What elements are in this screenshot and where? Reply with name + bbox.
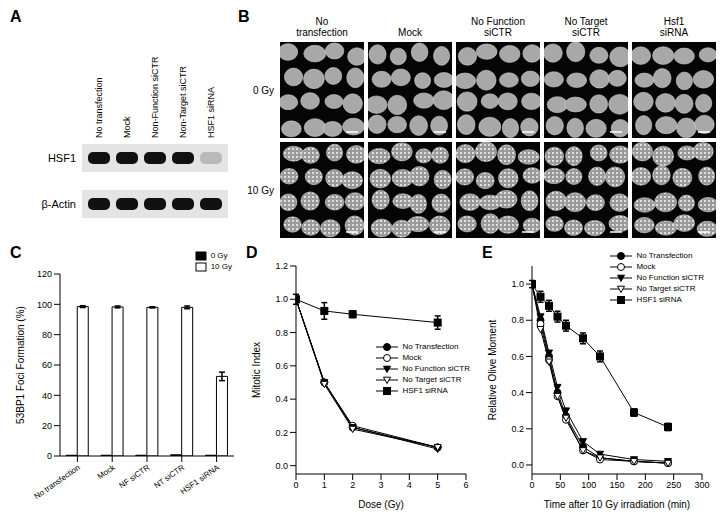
html-text:No Target siCTR: No Target siCTR — [402, 375, 462, 385]
svg-text:0: 0 — [529, 480, 534, 490]
svg-text:3: 3 — [378, 480, 383, 490]
svg-text:0.4: 0.4 — [275, 394, 288, 404]
html-text:10 Gy: 10 Gy — [210, 262, 232, 271]
svg-text:2: 2 — [350, 480, 355, 490]
html-text:No Function siCTR: No Function siCTR — [636, 273, 704, 282]
svg-text:0.0: 0.0 — [275, 461, 288, 471]
svg-text:Non-Target siCTR: Non-Target siCTR — [178, 65, 188, 138]
svg-text:siCTR: siCTR — [572, 27, 600, 38]
svg-text:0.0: 0.0 — [511, 460, 524, 470]
html-text:C: C — [10, 244, 22, 261]
svg-text:0.6: 0.6 — [511, 352, 524, 362]
svg-text:0.2: 0.2 — [511, 424, 524, 434]
html-text:HSF1 siRNA: HSF1 siRNA — [402, 386, 448, 396]
svg-text:10 Gy: 10 Gy — [247, 185, 274, 196]
svg-text:20: 20 — [42, 421, 52, 431]
svg-text:Mock: Mock — [96, 462, 118, 481]
svg-text:No Function: No Function — [471, 16, 525, 27]
html-text:A: A — [10, 8, 22, 25]
svg-text:4: 4 — [407, 480, 412, 490]
svg-text:HSF1 siRNA: HSF1 siRNA — [179, 463, 222, 497]
html-text:HSF1 siRNA: HSF1 siRNA — [636, 295, 682, 304]
html-text:E: E — [482, 244, 493, 261]
html-text:No Transfection: No Transfection — [402, 342, 459, 352]
svg-text:No Target: No Target — [564, 16, 607, 27]
svg-text:150: 150 — [609, 480, 624, 490]
html-text:No Transfection: No Transfection — [636, 251, 693, 260]
svg-text:Hsf1: Hsf1 — [664, 16, 685, 27]
svg-text:transfection: transfection — [296, 27, 348, 38]
svg-text:1.0: 1.0 — [275, 294, 288, 304]
svg-text:0.8: 0.8 — [275, 328, 288, 338]
html-text:B: B — [238, 8, 250, 25]
svg-text:1.2: 1.2 — [275, 261, 288, 271]
svg-text:300: 300 — [694, 480, 709, 490]
svg-text:60: 60 — [42, 360, 52, 370]
svg-text:Dose (Gy): Dose (Gy) — [358, 499, 404, 510]
svg-text:100: 100 — [581, 480, 596, 490]
svg-text:50: 50 — [555, 480, 565, 490]
svg-text:NF siCTR: NF siCTR — [117, 463, 151, 491]
svg-text:Mock: Mock — [122, 116, 132, 138]
html-text:Mock: Mock — [402, 353, 422, 363]
svg-text:Relative Olive Moment: Relative Olive Moment — [487, 319, 498, 420]
svg-text:250: 250 — [666, 480, 681, 490]
svg-text:No transfection: No transfection — [33, 463, 82, 501]
svg-text:6: 6 — [463, 480, 468, 490]
html-text:D: D — [246, 244, 258, 261]
svg-text:5: 5 — [435, 480, 440, 490]
svg-text:No: No — [316, 16, 329, 27]
svg-text:NT siCTR: NT siCTR — [152, 462, 187, 491]
svg-text:53BP1 Foci Formation (%): 53BP1 Foci Formation (%) — [15, 306, 26, 424]
svg-text:0: 0 — [293, 480, 298, 490]
svg-text:0.6: 0.6 — [275, 361, 288, 371]
svg-text:40: 40 — [42, 391, 52, 401]
html-text:0 Gy: 0 Gy — [210, 251, 228, 260]
svg-text:Non-Function siCTR: Non-Function siCTR — [150, 56, 160, 138]
svg-text:1: 1 — [322, 480, 327, 490]
svg-text:Mock: Mock — [398, 27, 423, 38]
svg-text:0.8: 0.8 — [511, 315, 524, 325]
svg-text:HSF1: HSF1 — [48, 152, 76, 164]
svg-text:0.4: 0.4 — [511, 388, 524, 398]
html-text:No Target siCTR: No Target siCTR — [636, 284, 696, 293]
svg-text:0.2: 0.2 — [275, 428, 288, 438]
html-text:No Function siCTR: No Function siCTR — [402, 364, 470, 374]
svg-text:120: 120 — [37, 269, 52, 279]
svg-text:siCTR: siCTR — [484, 27, 512, 38]
svg-text:siRNA: siRNA — [660, 27, 689, 38]
svg-text:HSF1 siRNA: HSF1 siRNA — [206, 87, 216, 138]
svg-text:Mitotic Index: Mitotic Index — [251, 342, 262, 398]
svg-text:100: 100 — [37, 300, 52, 310]
svg-text:0 Gy: 0 Gy — [253, 85, 274, 96]
svg-text:Time after 10 Gy irradiation (: Time after 10 Gy irradiation (min) — [544, 499, 690, 510]
svg-text:0: 0 — [47, 451, 52, 461]
svg-text:200: 200 — [638, 480, 653, 490]
svg-text:1.0: 1.0 — [511, 279, 524, 289]
svg-text:80: 80 — [42, 330, 52, 340]
svg-text:No transfection: No transfection — [94, 77, 104, 138]
html-text:Mock: Mock — [636, 262, 656, 271]
svg-text:β-Actin: β-Actin — [42, 198, 76, 210]
